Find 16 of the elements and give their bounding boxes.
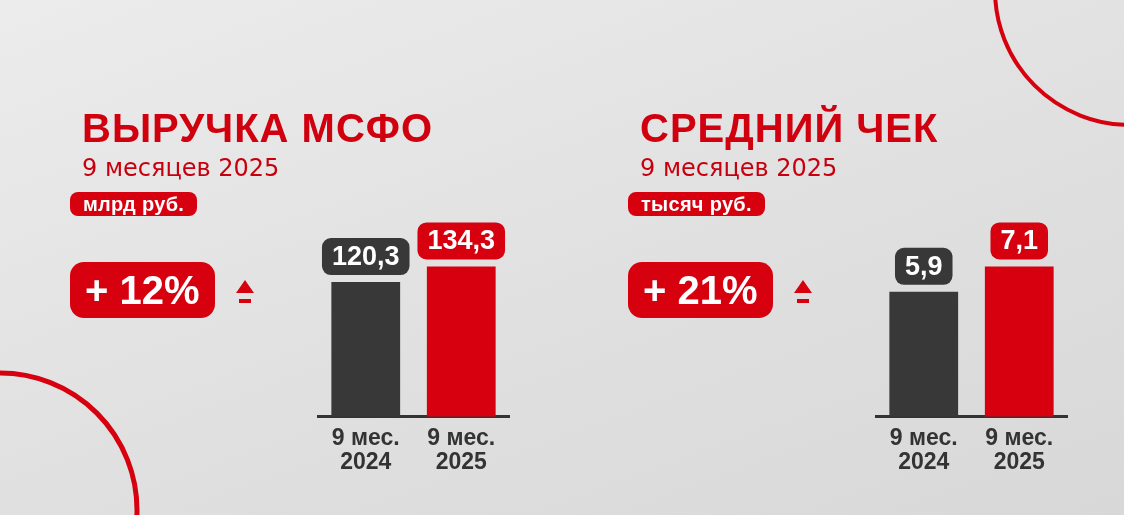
data-label: 120,3 <box>331 241 400 272</box>
chart-title: ВЫРУЧКА МСФО <box>82 105 434 152</box>
x-tick-label: 9 мес. 2024 <box>331 424 400 475</box>
text: + 12% <box>70 262 215 318</box>
chart-subtitle: 9 месяцев 2025 <box>82 153 280 183</box>
x-tick-label: 9 мес. 2025 <box>985 424 1054 475</box>
y-axis-title: млрд руб. <box>70 192 198 216</box>
y-axis-title: тысяч руб. <box>628 192 765 216</box>
data-label: 7,1 <box>1000 225 1039 256</box>
x-tick-label: 9 мес. 2024 <box>889 424 958 475</box>
data-label: 134,3 <box>427 225 496 256</box>
data-label: 5,9 <box>904 250 943 281</box>
text: + 21% <box>628 262 773 318</box>
chart-title: СРЕДНИЙ ЧЕК <box>640 104 939 152</box>
chart-subtitle: 9 месяцев 2025 <box>640 153 838 183</box>
x-tick-label: 9 мес. 2025 <box>427 424 496 475</box>
